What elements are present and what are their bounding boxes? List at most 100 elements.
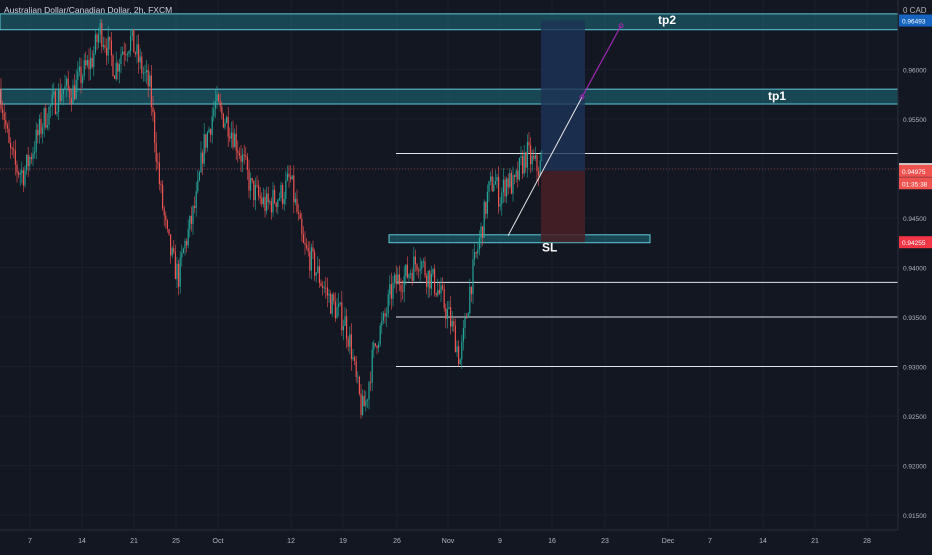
price-tick-label: 0.91500 [903,513,927,520]
candle-down [91,57,93,68]
currency-label[interactable]: 0 CAD [903,6,927,15]
candle-down [354,357,356,361]
candle-up [43,108,45,128]
candle-down [485,201,487,214]
candle-down [246,156,248,170]
candle-down [106,47,108,56]
candle-up [176,263,178,280]
candle-down [482,226,484,238]
candle-down [258,185,260,196]
candle-down [67,78,69,89]
candle-down [163,208,165,216]
time-tick-label: 23 [601,538,609,545]
candle-down [429,270,431,289]
candle-up [515,170,517,177]
time-tick-label: 7 [28,538,32,545]
candle-up [192,206,194,224]
candle-up [46,124,48,128]
candle-down [154,112,156,143]
candle-up [171,248,173,256]
candle-down [18,172,20,175]
candle-up [61,94,63,101]
candle-down [157,161,159,163]
candle-up [224,122,226,128]
candle-down [330,293,332,314]
candle-down [30,156,32,160]
price-badge-entry [899,164,932,177]
candle-up [139,56,141,63]
price-tick-label: 0.93500 [903,315,927,322]
candle-down [454,325,456,353]
time-tick-label: 21 [130,538,138,545]
candle-down [14,150,16,165]
price-axis[interactable] [898,0,932,550]
candle-down [538,170,540,176]
time-axis[interactable] [0,530,932,550]
candle-up [323,287,325,289]
candle-down [358,376,360,394]
candle-up [373,343,375,350]
candle-up [48,106,50,125]
candle-up [410,273,412,275]
time-tick-label: 21 [811,538,819,545]
candle-down [264,196,266,211]
candle-down [322,285,324,288]
candle-up [459,359,461,365]
candle-down [237,150,239,153]
candle-down [274,189,276,203]
candle-down [155,142,157,162]
candle-up [262,196,264,205]
candle-down [3,113,5,121]
candle-down [309,251,311,271]
candle-up [421,261,423,269]
time-tick-label: 19 [339,538,347,545]
candle-up [99,23,101,35]
candle-down [424,261,426,276]
candle-up [285,180,287,199]
candle-up [344,316,346,326]
candle-down [507,178,509,188]
candle-down [400,284,402,292]
long-position-tool[interactable] [541,20,585,243]
candle-down [147,70,149,87]
candle-up [234,133,236,148]
candle-up [462,328,464,342]
candle-up [208,129,210,133]
candle-down [22,170,24,186]
candle-down [282,184,284,204]
candle-up [35,129,37,152]
candle-down [222,113,224,128]
time-tick-label: 12 [287,538,295,545]
candle-down [402,291,404,293]
candle-up [50,105,52,107]
candle-down [158,162,160,184]
candle-up [72,85,74,104]
candle-up [403,276,405,292]
candle-down [326,287,328,296]
candle-up [405,264,407,277]
candle-down [312,247,314,252]
stop-box [541,170,585,243]
candle-down [270,201,272,213]
candle-up [213,108,215,117]
candle-up [283,198,285,204]
candle-up [189,215,191,230]
candle-down [333,294,335,302]
candle-up [381,320,383,326]
candle-down [186,240,188,246]
candle-down [235,133,237,151]
candle-down [475,252,477,254]
candle-down [530,145,532,165]
drawings-layer[interactable] [507,23,624,237]
candle-up [331,294,333,314]
candle-up [29,156,31,167]
candle-down [536,155,538,171]
candle-down [227,116,229,137]
candle-down [166,220,168,229]
horizontal-lines-layer[interactable] [0,153,898,368]
price-badge-tp2 [899,14,932,27]
candle-up [472,259,474,295]
